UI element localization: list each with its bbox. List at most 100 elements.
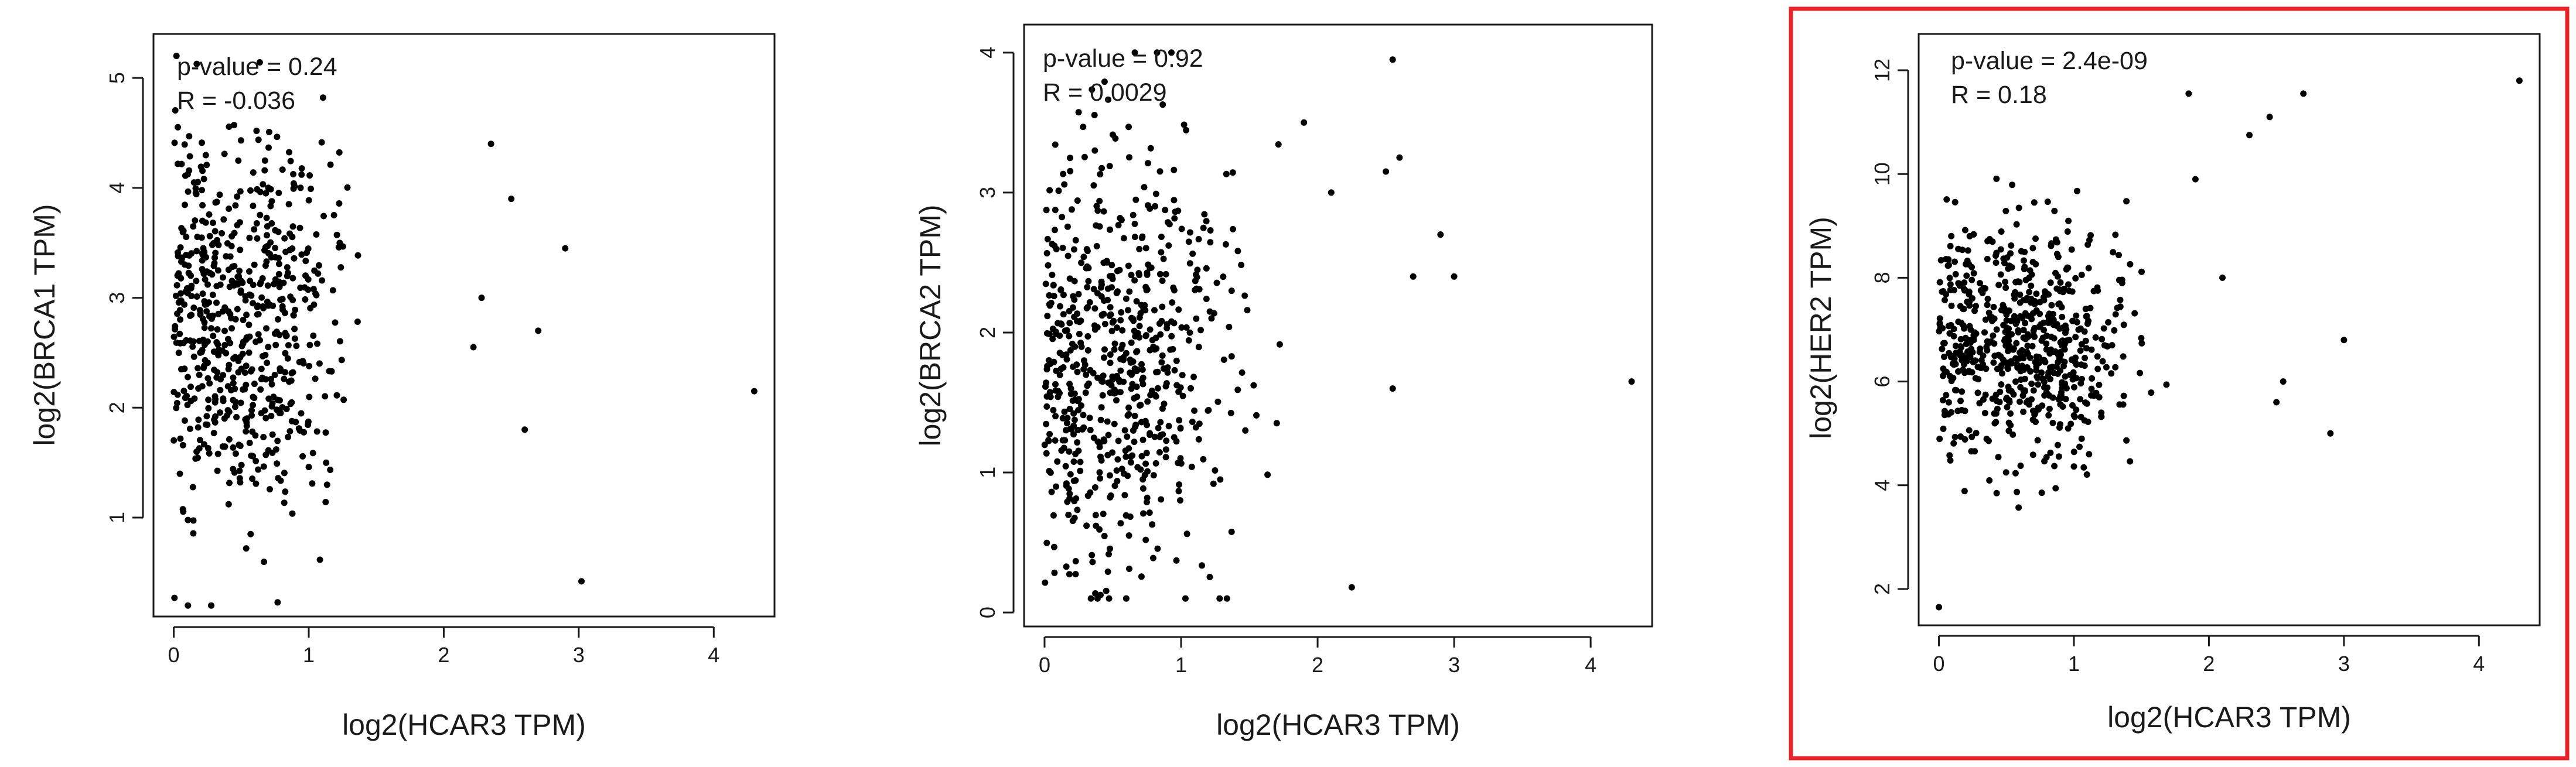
data-point bbox=[2340, 337, 2348, 344]
data-point bbox=[1966, 302, 1973, 309]
data-point bbox=[250, 453, 257, 460]
data-point bbox=[1065, 485, 1072, 492]
y-tick-label: 10 bbox=[1870, 162, 1894, 186]
data-point bbox=[1974, 389, 1981, 396]
data-point bbox=[1042, 579, 1049, 586]
y-tick-label: 4 bbox=[105, 182, 129, 194]
data-point bbox=[226, 436, 233, 443]
data-point bbox=[210, 239, 217, 246]
data-point bbox=[2035, 405, 2042, 411]
data-point bbox=[2065, 281, 2072, 288]
data-point bbox=[336, 149, 343, 156]
data-point bbox=[1164, 324, 1171, 331]
data-point bbox=[1210, 480, 1217, 487]
data-point bbox=[1968, 369, 1975, 376]
data-point bbox=[277, 477, 284, 484]
data-point bbox=[1228, 353, 1235, 360]
data-point bbox=[1984, 296, 1991, 303]
y-tick-label: 8 bbox=[1870, 272, 1894, 283]
data-point bbox=[232, 403, 238, 410]
data-point bbox=[1238, 262, 1245, 268]
data-point bbox=[214, 267, 221, 274]
data-point bbox=[175, 160, 181, 167]
data-point bbox=[243, 336, 250, 343]
data-point bbox=[2043, 454, 2050, 461]
data-point bbox=[2064, 228, 2071, 235]
data-point bbox=[1199, 562, 1205, 569]
data-point bbox=[247, 530, 254, 537]
data-point bbox=[319, 94, 326, 101]
data-point bbox=[274, 599, 281, 606]
data-point bbox=[1936, 279, 1943, 286]
data-point bbox=[1159, 303, 1166, 310]
data-point bbox=[2017, 376, 2024, 383]
data-point bbox=[322, 499, 329, 505]
data-point bbox=[1119, 327, 1126, 334]
x-axis-title-brca2: log2(HCAR3 TPM) bbox=[1216, 708, 1460, 741]
data-point bbox=[1939, 345, 1946, 352]
data-point bbox=[2099, 335, 2106, 343]
data-point bbox=[1042, 383, 1049, 390]
data-point bbox=[268, 413, 275, 419]
data-point bbox=[195, 424, 202, 431]
data-point bbox=[1234, 248, 1241, 255]
data-point bbox=[1097, 416, 1104, 423]
data-point bbox=[250, 300, 257, 307]
data-point bbox=[281, 470, 288, 477]
data-point bbox=[1964, 247, 1971, 254]
data-point bbox=[1147, 265, 1154, 272]
data-point bbox=[1072, 477, 1079, 484]
data-point bbox=[1064, 252, 1072, 259]
data-point bbox=[230, 355, 237, 362]
data-point bbox=[1157, 432, 1164, 439]
data-point bbox=[578, 578, 585, 585]
data-point bbox=[1984, 302, 1991, 309]
data-point bbox=[1056, 390, 1063, 396]
data-point bbox=[1950, 333, 1957, 340]
data-point bbox=[177, 435, 184, 442]
data-point bbox=[2004, 364, 2011, 371]
data-point bbox=[2065, 217, 2072, 224]
data-point bbox=[2072, 359, 2079, 366]
data-point bbox=[1223, 170, 1230, 177]
data-point bbox=[1967, 326, 1974, 333]
data-point bbox=[1162, 454, 1169, 461]
data-point bbox=[2002, 207, 2009, 214]
data-point bbox=[2051, 463, 2058, 470]
data-point bbox=[231, 385, 238, 392]
data-point bbox=[1169, 299, 1176, 306]
data-point bbox=[193, 248, 200, 255]
data-point bbox=[225, 501, 232, 508]
data-point bbox=[1952, 343, 1959, 350]
data-point bbox=[1197, 327, 1204, 334]
data-point bbox=[1328, 189, 1335, 196]
data-point bbox=[1183, 530, 1190, 537]
data-point bbox=[1396, 154, 1403, 161]
data-point bbox=[2219, 274, 2226, 281]
data-point bbox=[2280, 378, 2287, 385]
data-point bbox=[323, 481, 330, 488]
data-point bbox=[252, 432, 259, 439]
data-point bbox=[1106, 595, 1113, 602]
data-point bbox=[1951, 355, 1958, 362]
x-tick-label: 3 bbox=[2338, 652, 2350, 676]
data-point bbox=[1064, 223, 1071, 230]
data-point bbox=[1984, 238, 1991, 245]
data-point bbox=[1120, 354, 1127, 361]
data-point bbox=[204, 375, 211, 382]
data-point bbox=[250, 402, 257, 409]
data-point bbox=[1185, 337, 1192, 344]
data-point bbox=[2096, 381, 2103, 388]
data-point bbox=[1991, 420, 1998, 427]
data-point bbox=[288, 369, 295, 376]
data-point bbox=[210, 430, 217, 437]
r-value-label-brca1: R = -0.036 bbox=[177, 87, 295, 115]
data-point bbox=[2059, 313, 2066, 320]
data-point bbox=[1936, 436, 1943, 443]
data-point bbox=[237, 399, 244, 406]
data-point bbox=[1160, 255, 1167, 262]
data-point bbox=[2018, 347, 2025, 354]
data-point bbox=[1210, 310, 1217, 317]
data-point bbox=[1133, 298, 1140, 305]
data-point bbox=[175, 249, 181, 256]
